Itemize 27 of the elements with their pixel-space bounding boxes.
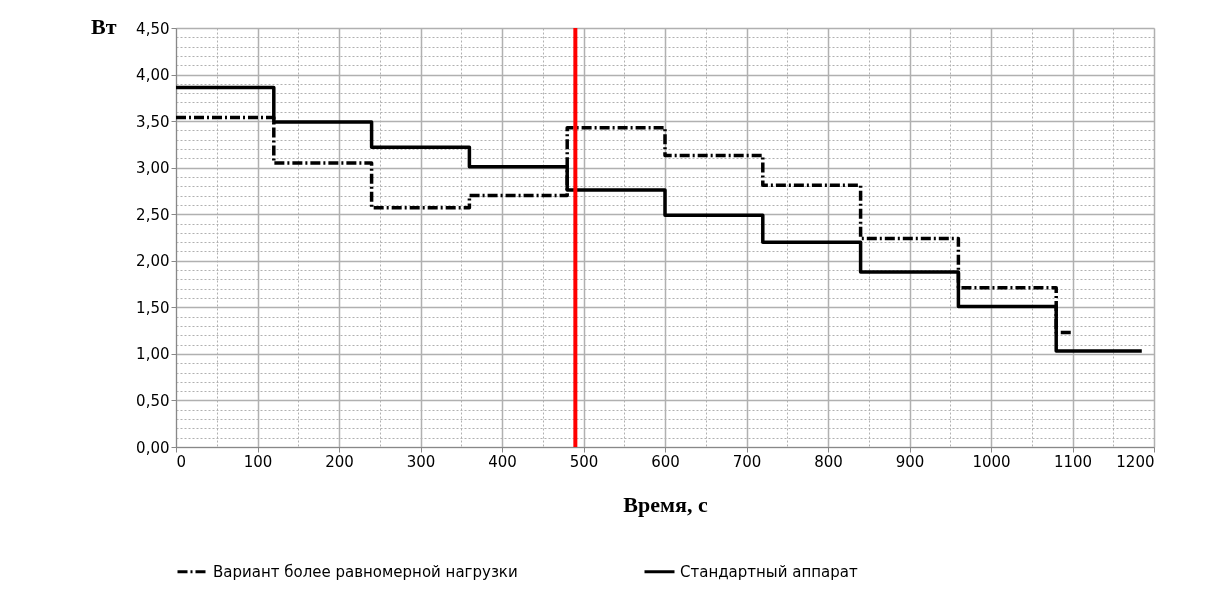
y-tick-label: 2,50 [136,205,170,224]
y-tick-label: 2,00 [136,252,170,271]
y-tick-label: 4,00 [136,66,170,85]
x-tick-label: 100 [243,452,273,471]
y-tick-label: 3,50 [136,112,170,131]
x-tick-label: 400 [488,452,517,471]
y-tick-label: 4,50 [136,19,170,38]
x-tick-label: 300 [406,452,436,471]
x-tick-label: 1000 [972,452,1011,471]
x-tick-label: 1100 [1053,452,1093,471]
legend-label: Вариант более равномерной нагрузки [213,562,518,581]
x-tick-label: 700 [732,452,762,471]
y-tick-label: 0,50 [136,391,170,410]
x-tick-label: 900 [895,452,925,471]
legend-label: Стандартный аппарат [680,562,858,581]
x-tick-label: 1200 [1116,452,1155,471]
y-tick-label: 1,50 [136,298,170,317]
y-tick-label: 3,00 [136,159,170,178]
x-tick-label: 0 [176,452,187,471]
y-tick-label: 1,00 [136,345,170,364]
y-tick-label: 0,00 [136,438,170,457]
x-tick-label: 200 [325,452,354,471]
x-tick-label: 600 [651,452,680,471]
x-axis-title: Время, с [623,491,708,517]
y-axis-title: Вт [91,13,117,39]
x-tick-label: 500 [569,452,599,471]
x-tick-label: 800 [814,452,843,471]
